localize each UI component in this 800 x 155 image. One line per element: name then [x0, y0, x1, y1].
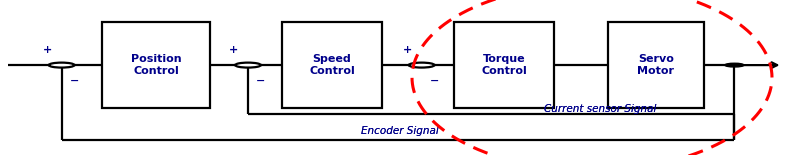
Bar — [608, 22, 704, 108]
Text: Servo
Motor: Servo Motor — [638, 54, 674, 76]
Bar — [282, 22, 382, 108]
Text: −: − — [430, 76, 439, 86]
Text: −: − — [256, 76, 266, 86]
Text: +: + — [229, 45, 238, 55]
Text: +: + — [402, 45, 412, 55]
Bar — [102, 22, 210, 108]
Text: +: + — [42, 45, 52, 55]
Text: Speed
Control: Speed Control — [309, 54, 355, 76]
Text: Encoder Signal: Encoder Signal — [361, 126, 439, 136]
Circle shape — [725, 63, 744, 67]
Text: Current sensor Signal: Current sensor Signal — [544, 104, 656, 113]
Text: −: − — [70, 76, 79, 86]
Bar — [454, 22, 554, 108]
Text: Position
Control: Position Control — [130, 54, 182, 76]
Text: Torque
Control: Torque Control — [481, 54, 527, 76]
Text: Encoder Signal: Encoder Signal — [361, 126, 439, 136]
Text: Current sensor Signal: Current sensor Signal — [544, 104, 656, 113]
